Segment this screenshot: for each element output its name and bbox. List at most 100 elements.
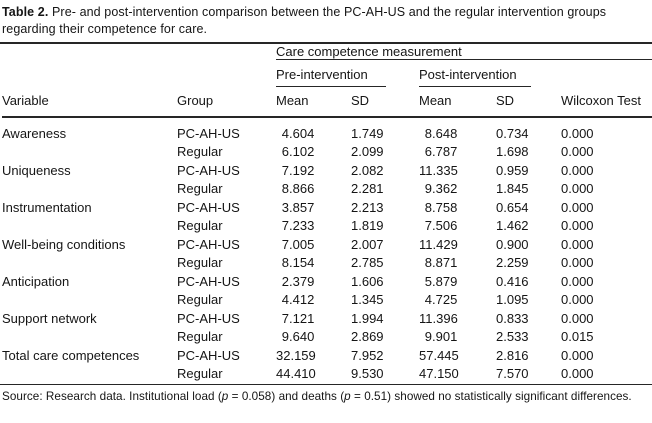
subspanner-spacer	[2, 60, 276, 88]
cell-pre-mean: 7.233	[276, 215, 351, 233]
cell-pre-sd: 1.606	[351, 273, 384, 289]
cell-post-sd: 1.698	[496, 144, 529, 159]
integer-part: 11	[419, 162, 433, 178]
column-header-post-mean: Mean	[419, 87, 496, 118]
cell-post-mean: 8.871	[419, 252, 496, 270]
integer-part: 4	[281, 125, 289, 141]
column-header-group: Group	[177, 87, 276, 118]
cell-pre-sd: 2.785	[351, 255, 384, 270]
data-table: Care competence measurement Pre-interven…	[2, 44, 652, 384]
table-row: Regular 8.866 2.281 9.362 1.845 0.000	[2, 178, 652, 196]
cell-post-mean: 11.335	[419, 162, 458, 178]
cell-wilcoxon: 0.000	[561, 181, 594, 196]
table-row: Regular 9.640 2.869 9.901 2.533 0.015	[2, 326, 652, 345]
cell-pre-sd: 2.213	[351, 199, 384, 215]
integer-part: 3	[281, 199, 289, 215]
cell-group: Regular	[177, 255, 223, 270]
table-caption: Table 2. Pre- and post-intervention comp…	[0, 3, 652, 42]
cell-wilcoxon: 0.000	[561, 144, 594, 159]
cell-pre-mean: 8.154	[276, 252, 351, 270]
table-row: Total care competences PC-AH-US 32.159 7.95…	[2, 344, 652, 363]
cell-pre-mean: 9.640	[276, 326, 351, 344]
cell-wilcoxon: 0.000	[561, 218, 594, 233]
cell-wilcoxon: 0.000	[561, 292, 594, 307]
integer-part: 4	[424, 292, 432, 307]
integer-part: 2	[281, 273, 289, 289]
source-note-part2: = 0.058) and deaths (	[228, 390, 345, 403]
cell-group: PC-AH-US	[177, 347, 240, 363]
cell-pre-sd: 1.819	[351, 218, 384, 233]
cell-post-mean: 7.506	[419, 215, 496, 233]
cell-post-sd: 2.259	[496, 255, 529, 270]
cell-group: PC-AH-US	[177, 310, 240, 326]
integer-part: 47	[419, 366, 434, 381]
cell-group: Regular	[177, 144, 223, 159]
cell-post-sd: 0.900	[496, 236, 529, 252]
cell-post-sd: 1.095	[496, 292, 529, 307]
integer-part: 57	[419, 347, 434, 363]
integer-part: 6	[281, 144, 289, 159]
source-note-part3: = 0.51) showed no statistically signific…	[350, 390, 632, 403]
table-row: Regular 4.412 1.345 4.725 1.095 0.000	[2, 289, 652, 307]
cell-group: PC-AH-US	[177, 162, 240, 178]
cell-wilcoxon: 0.000	[561, 366, 594, 381]
cell-post-mean: 5.879	[419, 270, 496, 289]
cell-wilcoxon: 0.000	[561, 125, 594, 141]
cell-pre-sd: 2.099	[351, 144, 384, 159]
cell-post-sd: 2.533	[496, 329, 529, 344]
cell-post-mean: 8.758	[419, 196, 496, 215]
cell-variable	[2, 326, 177, 345]
cell-group: PC-AH-US	[177, 236, 240, 252]
cell-variable: Well-being conditions	[2, 236, 126, 252]
integer-part: 32	[276, 347, 291, 363]
cell-post-mean: 4.725	[419, 289, 496, 307]
cell-wilcoxon: 0.000	[561, 236, 594, 252]
integer-part: 9	[424, 329, 432, 344]
subspanner-spacer-right	[561, 60, 652, 88]
cell-variable: Instrumentation	[2, 199, 92, 215]
cell-post-mean: 11.429	[419, 236, 458, 252]
top-rule	[0, 42, 652, 44]
cell-variable: Support network	[2, 310, 97, 326]
table-row: Uniqueness PC-AH-US 7.192 2.082 11.335 0.959 0…	[2, 159, 652, 178]
post-intervention-heading: Post-intervention	[419, 60, 531, 87]
integer-part: 6	[424, 144, 432, 159]
cell-variable	[2, 252, 177, 271]
subspanner-row: Pre-intervention Post-intervention	[2, 60, 652, 88]
cell-wilcoxon: 0.015	[561, 329, 594, 344]
table-row: Regular 8.154 2.785 8.871 2.259 0.000	[2, 252, 652, 271]
cell-pre-mean: 3.857	[276, 196, 351, 215]
cell-wilcoxon: 0.000	[561, 273, 594, 289]
cell-pre-mean: 7.005	[276, 233, 351, 252]
integer-part: 8	[424, 125, 432, 141]
integer-part: 7	[281, 236, 289, 252]
integer-part: 11	[419, 236, 433, 252]
cell-variable: Anticipation	[2, 273, 70, 289]
table-row: Awareness PC-AH-US 4.604 1.749 8.648 0.734 0.0…	[2, 117, 652, 141]
cell-pre-sd: 2.281	[351, 181, 384, 196]
cell-pre-mean: 44.410	[276, 366, 316, 381]
pre-intervention-heading: Pre-intervention	[276, 60, 386, 87]
cell-group: PC-AH-US	[177, 199, 240, 215]
cell-variable: Uniqueness	[2, 162, 71, 178]
p-value-symbol: p	[221, 390, 229, 403]
cell-post-sd: 7.570	[496, 366, 529, 381]
cell-variable: Total care competences	[2, 347, 140, 363]
table-row: Regular 7.233 1.819 7.506 1.462 0.000	[2, 215, 652, 233]
cell-post-mean: 9.901	[419, 326, 496, 344]
column-header-post-sd: SD	[496, 87, 561, 118]
cell-post-sd: 1.462	[496, 218, 529, 233]
cell-post-sd: 0.654	[496, 199, 529, 215]
table-row: Well-being conditions PC-AH-US 7.005 2.007 1…	[2, 233, 652, 252]
source-note-part1: Source: Research data. Institutional loa…	[2, 390, 222, 403]
cell-wilcoxon: 0.000	[561, 347, 594, 363]
integer-part: 7	[281, 310, 289, 326]
table-row: Regular 6.102 2.099 6.787 1.698 0.000	[2, 141, 652, 159]
cell-group: Regular	[177, 218, 223, 233]
cell-post-mean: 8.648	[419, 117, 496, 141]
cell-pre-mean: 4.604	[276, 117, 351, 141]
cell-variable	[2, 363, 177, 385]
integer-part: 7	[424, 218, 432, 233]
cell-post-mean: 57.445	[419, 347, 459, 363]
